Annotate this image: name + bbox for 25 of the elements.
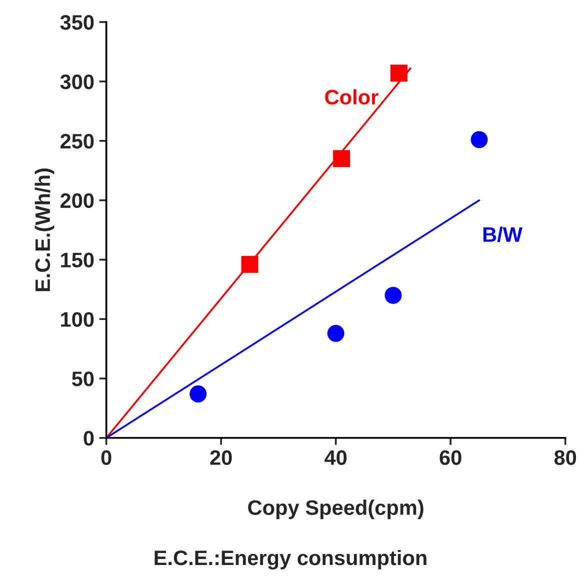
y-axis-title: E.C.E.(Wh/h)	[34, 168, 54, 292]
x-axis-title: Copy Speed(cpm)	[248, 500, 424, 520]
point	[470, 131, 488, 148]
y-tick-label: 100	[61, 312, 94, 327]
point	[390, 64, 408, 82]
point	[241, 256, 258, 273]
point	[384, 286, 402, 304]
y-tick-label: 0	[84, 430, 94, 446]
x-tick-label: 60	[440, 450, 462, 466]
series-label: B/W	[483, 226, 523, 242]
y-tick-label: 200	[60, 193, 94, 208]
point	[333, 150, 350, 168]
point	[190, 385, 207, 402]
x-tick-label: 0	[101, 450, 112, 466]
text: E.C.E.:Energy consumption	[154, 550, 426, 570]
series-label: Color	[325, 89, 378, 105]
x-tick-label: 40	[324, 450, 347, 466]
y-tick-label: 300	[60, 74, 94, 90]
y-tick-label: 250	[60, 134, 94, 149]
y-tick-label: 150	[61, 252, 94, 268]
y-tick-label: 50	[72, 371, 94, 386]
x-tick-label: 80	[554, 450, 576, 466]
x-tick-label: 20	[210, 450, 232, 466]
point	[327, 324, 344, 342]
y-tick-label: 350	[60, 15, 94, 30]
